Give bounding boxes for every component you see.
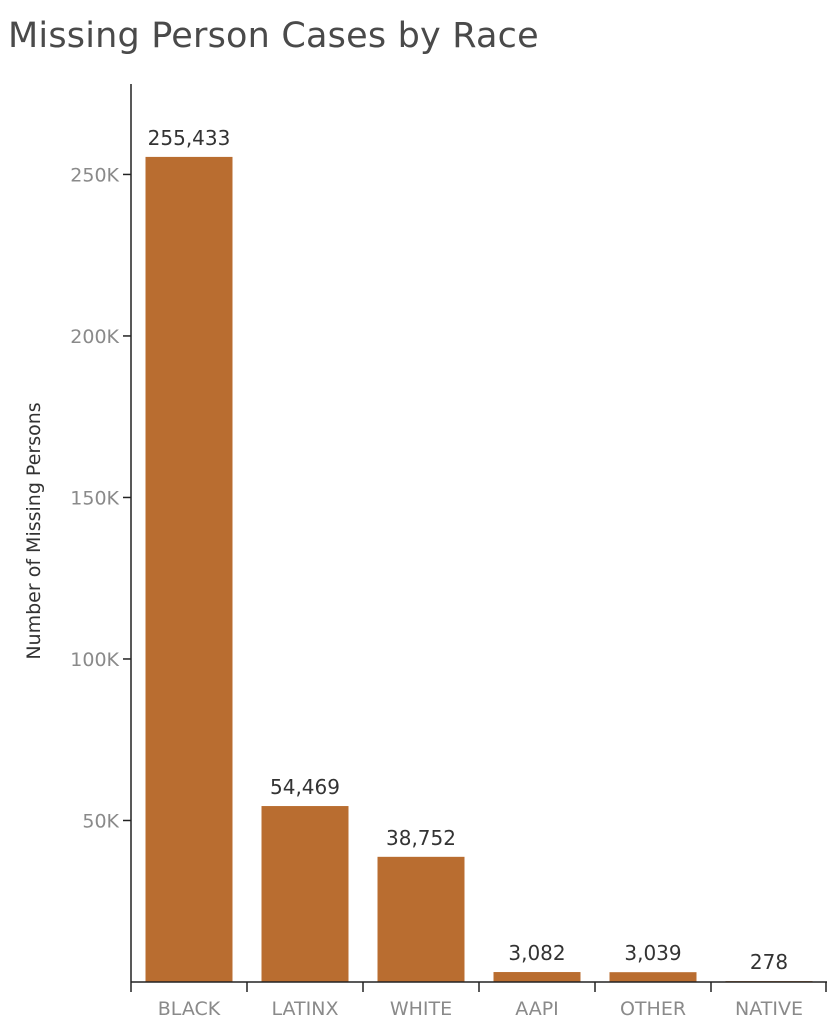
x-tick-label: OTHER — [620, 998, 686, 1020]
data-label-aapi: 3,082 — [508, 941, 565, 965]
data-labels: 255,433 54,469 38,752 3,082 3,039 278 — [148, 126, 788, 974]
bar-white — [377, 856, 465, 982]
data-label-black: 255,433 — [148, 126, 231, 150]
bars — [145, 156, 813, 982]
bar-latinx — [261, 806, 349, 982]
y-tick-label: 100K — [70, 649, 119, 671]
data-label-native: 278 — [750, 950, 788, 974]
x-tick-label: BLACK — [158, 998, 221, 1020]
y-tick-label: 200K — [70, 326, 119, 348]
data-label-latinx: 54,469 — [270, 775, 340, 799]
y-tick-label: 50K — [82, 810, 119, 832]
bar-other — [609, 972, 697, 982]
data-label-other: 3,039 — [624, 941, 681, 965]
y-tick-label: 150K — [70, 487, 119, 509]
x-tick-label: LATINX — [272, 998, 339, 1020]
bar-black — [145, 156, 233, 982]
x-tick-label: WHITE — [390, 998, 452, 1020]
y-axis-ticks: 50K 100K 150K 200K 250K — [70, 164, 131, 832]
y-tick-label: 250K — [70, 164, 119, 186]
x-axis-ticks: BLACK LATINX WHITE AAPI OTHER NATIVE — [130, 982, 827, 1020]
y-axis-title: Number of Missing Persons — [23, 402, 45, 659]
chart-title: Missing Person Cases by Race — [8, 16, 539, 56]
x-tick-label: NATIVE — [735, 998, 803, 1020]
x-tick-label: AAPI — [515, 998, 559, 1020]
data-label-white: 38,752 — [386, 826, 456, 850]
bar-aapi — [493, 972, 581, 982]
